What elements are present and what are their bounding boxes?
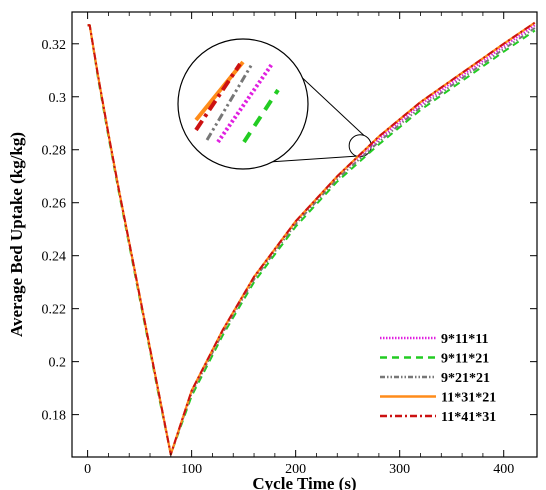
y-axis-ticks: 0.18 0.2 0.22 0.24 0.26 0.28 0.3 0.32 <box>42 38 537 424</box>
x-tick-label: 100 <box>181 462 202 477</box>
x-tick-label: 200 <box>285 462 306 477</box>
zoom-source-circle <box>348 134 372 158</box>
y-tick-label: 0.28 <box>42 144 67 159</box>
legend-label-2: 9*21*21 <box>441 371 490 386</box>
legend: 9*11*11 9*11*21 9*21*21 11*31*21 11*41*31 <box>380 332 496 425</box>
y-tick-label: 0.32 <box>42 38 67 53</box>
y-tick-label: 0.26 <box>42 197 67 212</box>
zoom-segment <box>194 60 245 122</box>
zoom-segment <box>194 62 242 132</box>
y-axis-title: Average Bed Uptake (kg/kg) <box>7 132 26 337</box>
legend-label-3: 11*31*21 <box>441 391 496 406</box>
zoom-inset <box>177 38 372 170</box>
y-tick-label: 0.22 <box>42 303 67 318</box>
y-tick-label: 0.2 <box>49 356 67 371</box>
y-tick-label: 0.24 <box>42 250 67 265</box>
x-tick-label: 0 <box>84 462 91 477</box>
zoom-segment <box>216 62 274 144</box>
legend-label-0: 9*11*11 <box>441 332 488 347</box>
series-lines <box>87 21 536 456</box>
y-tick-label: 0.3 <box>49 91 67 106</box>
plot-frame <box>71 11 538 458</box>
series-line-4 <box>87 21 536 456</box>
legend-label-4: 11*41*31 <box>441 410 496 425</box>
x-axis-title: Cycle Time (s) <box>252 474 356 490</box>
x-tick-label: 400 <box>493 462 514 477</box>
zoom-segment <box>205 63 254 141</box>
x-tick-label: 300 <box>389 462 410 477</box>
series-line-2 <box>87 24 536 456</box>
zoom-segment <box>242 88 280 144</box>
legend-label-1: 9*11*21 <box>441 352 489 367</box>
x-axis-ticks: 0 100 200 300 400 <box>84 12 514 477</box>
y-tick-label: 0.18 <box>42 409 67 424</box>
